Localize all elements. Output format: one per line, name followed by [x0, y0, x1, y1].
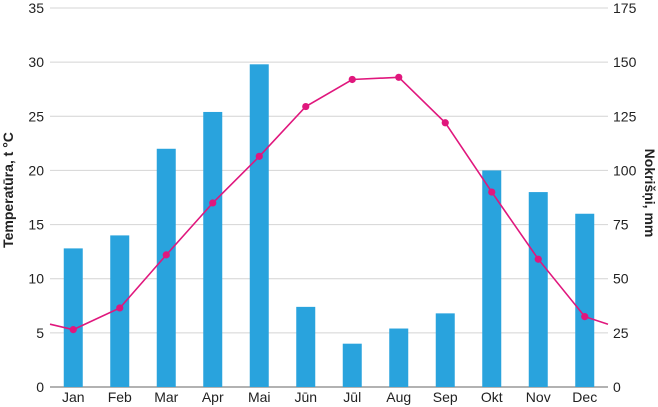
x-axis-ticks: Jan Feb Mar Apr Mai Jūn Jūl Aug Sep Okt Nov Dec: [62, 389, 597, 405]
temperature-line: [49, 73, 609, 334]
y-tick-label: 25: [28, 108, 44, 124]
temperature-line-path: [49, 76, 609, 331]
temperature-point: [162, 251, 170, 259]
precipitation-bar: [156, 148, 176, 387]
temperature-point: [581, 313, 589, 321]
y2-tick-label: 75: [613, 217, 629, 233]
x-tick-label: Apr: [202, 389, 224, 405]
y-tick-label: 20: [28, 162, 44, 178]
temperature-point: [209, 199, 217, 207]
x-tick-label: Sep: [433, 389, 458, 405]
precipitation-bar: [528, 192, 548, 387]
y2-tick-label: 50: [613, 271, 629, 287]
temperature-point: [302, 102, 310, 111]
x-tick-label: Okt: [481, 389, 503, 405]
left-axis-ticks: 0 5 10 15 20 25 30 35: [28, 0, 44, 395]
x-tick-label: Jūn: [294, 389, 317, 405]
left-axis-title: Temperatūra, t °C: [0, 132, 16, 248]
x-tick-label: Jūl: [343, 389, 361, 405]
y2-tick-label: 100: [613, 162, 637, 178]
y2-tick-label: 125: [613, 108, 637, 124]
precipitation-bar: [63, 248, 83, 387]
x-tick-label: Feb: [108, 389, 132, 405]
precipitation-bar: [389, 328, 409, 387]
temperature-point: [255, 152, 263, 160]
y-tick-label: 0: [36, 379, 44, 395]
x-tick-label: Mar: [154, 389, 178, 405]
precipitation-bar: [435, 313, 455, 387]
y-tick-label: 15: [28, 217, 44, 233]
y-tick-label: 30: [28, 54, 44, 70]
temperature-point: [441, 119, 449, 127]
gridlines: [50, 7, 608, 388]
temperature-point: [488, 188, 496, 196]
temperature-point: [395, 73, 403, 81]
temperature-point: [534, 255, 542, 263]
precipitation-bars: [63, 64, 595, 388]
temperature-point: [69, 326, 77, 334]
x-tick-label: Dec: [572, 389, 597, 405]
precipitation-bar: [575, 213, 595, 387]
y-tick-label: 35: [28, 0, 44, 16]
y2-tick-label: 0: [613, 379, 621, 395]
y2-tick-label: 150: [613, 54, 637, 70]
y2-tick-label: 175: [613, 0, 637, 16]
precipitation-bar: [203, 111, 223, 387]
precipitation-bar: [482, 170, 502, 387]
right-axis-ticks: 0 25 50 75 100 125 150 175: [613, 0, 637, 395]
precipitation-bar: [296, 306, 316, 387]
precipitation-bar: [249, 64, 269, 388]
temperature-point: [116, 304, 124, 312]
y-tick-label: 5: [36, 325, 44, 341]
precipitation-bar: [342, 343, 362, 387]
x-tick-label: Mai: [248, 389, 271, 405]
temperature-point: [348, 75, 356, 84]
y-tick-label: 10: [28, 271, 44, 287]
x-tick-label: Jan: [62, 389, 85, 405]
right-axis-title: Nokrišņi, mm: [642, 149, 658, 238]
x-tick-label: Nov: [526, 389, 551, 405]
y2-tick-label: 25: [613, 325, 629, 341]
x-tick-label: Aug: [386, 389, 411, 405]
